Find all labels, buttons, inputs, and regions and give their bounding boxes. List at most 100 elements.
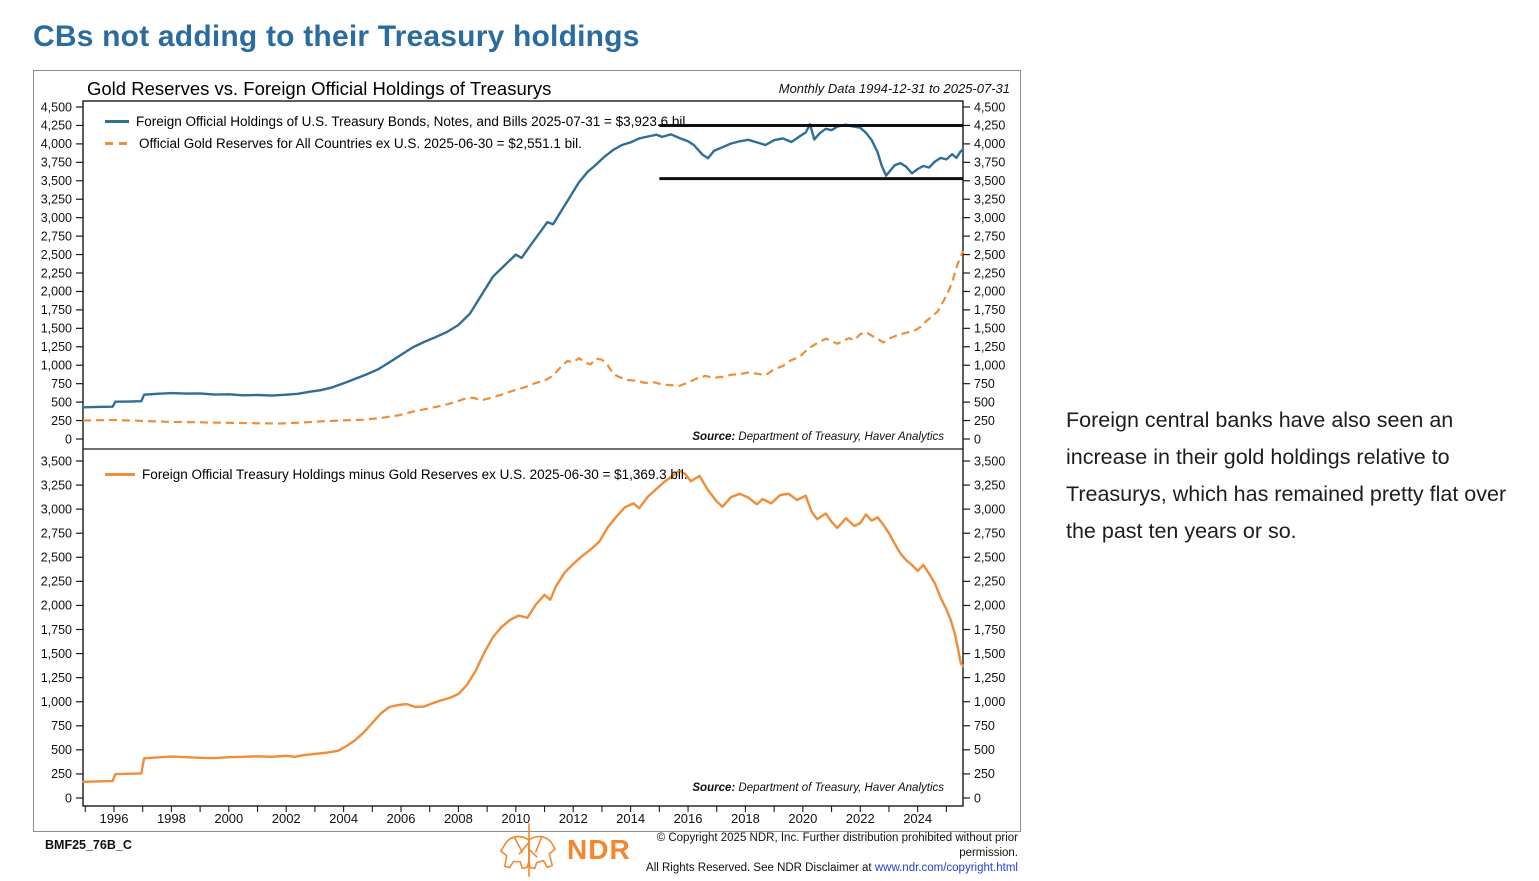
- legend-label-gold-reserves: Official Gold Reserves for All Countries…: [139, 135, 582, 151]
- source-note-top: Source: Department of Treasury, Haver An…: [692, 431, 944, 443]
- legend-item-difference: Foreign Official Treasury Holdings minus…: [105, 463, 688, 485]
- svg-text:2,250: 2,250: [974, 266, 1005, 280]
- svg-text:2,250: 2,250: [974, 575, 1005, 589]
- svg-text:3,000: 3,000: [41, 211, 72, 225]
- chart-title: Gold Reserves vs. Foreign Official Holdi…: [87, 78, 552, 99]
- legend-label-treasury-holdings: Foreign Official Holdings of U.S. Treasu…: [136, 113, 690, 129]
- svg-text:2008: 2008: [444, 811, 473, 826]
- svg-text:2,500: 2,500: [41, 248, 72, 262]
- svg-text:4,500: 4,500: [974, 100, 1005, 114]
- svg-text:3,250: 3,250: [974, 193, 1005, 207]
- svg-text:3,500: 3,500: [41, 454, 72, 468]
- page-title: CBs not adding to their Treasury holding…: [33, 20, 640, 53]
- svg-text:1,000: 1,000: [974, 695, 1005, 709]
- svg-text:2,000: 2,000: [41, 599, 72, 613]
- copyright-line2: All Rights Reserved. See NDR Disclaimer …: [600, 861, 1018, 876]
- copyright-line1: © Copyright 2025 NDR, Inc. Further distr…: [656, 832, 1018, 859]
- svg-text:500: 500: [974, 743, 995, 757]
- svg-text:3,500: 3,500: [974, 454, 1005, 468]
- svg-text:250: 250: [974, 767, 995, 781]
- svg-text:1,750: 1,750: [41, 623, 72, 637]
- svg-text:2016: 2016: [674, 811, 703, 826]
- svg-text:2,000: 2,000: [974, 599, 1005, 613]
- svg-text:500: 500: [974, 395, 995, 409]
- source-label: Source:: [692, 431, 736, 443]
- svg-text:2,250: 2,250: [41, 575, 72, 589]
- svg-text:2,000: 2,000: [974, 285, 1005, 299]
- ndr-logo-text: NDR: [567, 834, 631, 865]
- copyright-note: © Copyright 2025 NDR, Inc. Further distr…: [600, 831, 1018, 876]
- svg-text:1,500: 1,500: [974, 647, 1005, 661]
- copyright-line2-text: All Rights Reserved. See NDR Disclaimer …: [646, 862, 875, 874]
- svg-text:3,250: 3,250: [41, 193, 72, 207]
- svg-text:2,500: 2,500: [974, 551, 1005, 565]
- svg-text:1996: 1996: [100, 811, 129, 826]
- svg-text:3,250: 3,250: [41, 478, 72, 492]
- legend-item-treasury-holdings: Foreign Official Holdings of U.S. Treasu…: [105, 110, 689, 132]
- svg-text:4,000: 4,000: [974, 137, 1005, 151]
- svg-text:4,250: 4,250: [41, 119, 72, 133]
- source-text: Department of Treasury, Haver Analytics: [735, 431, 944, 443]
- source-label: Source:: [692, 782, 736, 794]
- svg-text:1,250: 1,250: [41, 671, 72, 685]
- svg-text:3,750: 3,750: [974, 156, 1005, 170]
- svg-text:1,500: 1,500: [974, 322, 1005, 336]
- ndr-bear-bull-icon: [500, 823, 556, 877]
- legend-line-orange-dashed-icon: [105, 141, 132, 145]
- svg-text:250: 250: [51, 414, 72, 428]
- svg-text:750: 750: [974, 719, 995, 733]
- svg-text:4,250: 4,250: [974, 119, 1005, 133]
- legend-label-difference: Foreign Official Treasury Holdings minus…: [142, 466, 688, 482]
- svg-text:1,500: 1,500: [41, 647, 72, 661]
- svg-text:1,000: 1,000: [41, 359, 72, 373]
- svg-text:1,250: 1,250: [974, 671, 1005, 685]
- svg-text:3,000: 3,000: [974, 502, 1005, 516]
- svg-text:3,750: 3,750: [41, 156, 72, 170]
- svg-text:2022: 2022: [846, 811, 875, 826]
- svg-text:2,750: 2,750: [974, 229, 1005, 243]
- svg-text:500: 500: [51, 395, 72, 409]
- ndr-logo: NDR: [497, 822, 631, 878]
- legend-item-gold-reserves: Official Gold Reserves for All Countries…: [105, 132, 689, 154]
- svg-text:1,750: 1,750: [974, 623, 1005, 637]
- svg-text:750: 750: [51, 719, 72, 733]
- svg-text:0: 0: [974, 432, 981, 446]
- svg-text:2,500: 2,500: [974, 248, 1005, 262]
- svg-text:0: 0: [65, 432, 72, 446]
- svg-text:1,250: 1,250: [41, 340, 72, 354]
- chart-id-code: BMF25_76B_C: [45, 838, 132, 852]
- annotation-text: Foreign central banks have also seen an …: [1066, 408, 1507, 543]
- svg-text:1,750: 1,750: [41, 303, 72, 317]
- svg-text:2006: 2006: [387, 811, 416, 826]
- svg-text:2,000: 2,000: [41, 285, 72, 299]
- svg-text:3,500: 3,500: [41, 174, 72, 188]
- source-note-bottom: Source: Department of Treasury, Haver An…: [692, 782, 944, 794]
- svg-text:750: 750: [974, 377, 995, 391]
- svg-text:2,750: 2,750: [974, 527, 1005, 541]
- ndr-disclaimer-link[interactable]: www.ndr.com/copyright.html: [874, 862, 1018, 874]
- legend-line-orange-solid-icon: [105, 472, 135, 476]
- svg-text:2,250: 2,250: [41, 266, 72, 280]
- svg-text:2014: 2014: [616, 811, 645, 826]
- svg-text:3,500: 3,500: [974, 174, 1005, 188]
- svg-text:4,000: 4,000: [41, 137, 72, 151]
- svg-text:2,750: 2,750: [41, 527, 72, 541]
- svg-text:2004: 2004: [329, 811, 358, 826]
- svg-text:1,250: 1,250: [974, 340, 1005, 354]
- svg-text:250: 250: [51, 767, 72, 781]
- svg-text:3,250: 3,250: [974, 478, 1005, 492]
- svg-text:2002: 2002: [272, 811, 301, 826]
- svg-text:1,000: 1,000: [974, 359, 1005, 373]
- svg-text:2,750: 2,750: [41, 229, 72, 243]
- svg-text:2024: 2024: [903, 811, 932, 826]
- chart-plot: 0 0 250 250 500 500 750 750 1,000 1,000 1,250 1,250…: [41, 100, 1005, 826]
- svg-text:2010: 2010: [501, 811, 530, 826]
- svg-text:250: 250: [974, 414, 995, 428]
- svg-text:3,000: 3,000: [41, 502, 72, 516]
- svg-text:1,500: 1,500: [41, 322, 72, 336]
- svg-text:0: 0: [65, 791, 72, 805]
- legend-line-blue-icon: [105, 119, 129, 123]
- svg-text:2000: 2000: [214, 811, 243, 826]
- source-text: Department of Treasury, Haver Analytics: [735, 782, 944, 794]
